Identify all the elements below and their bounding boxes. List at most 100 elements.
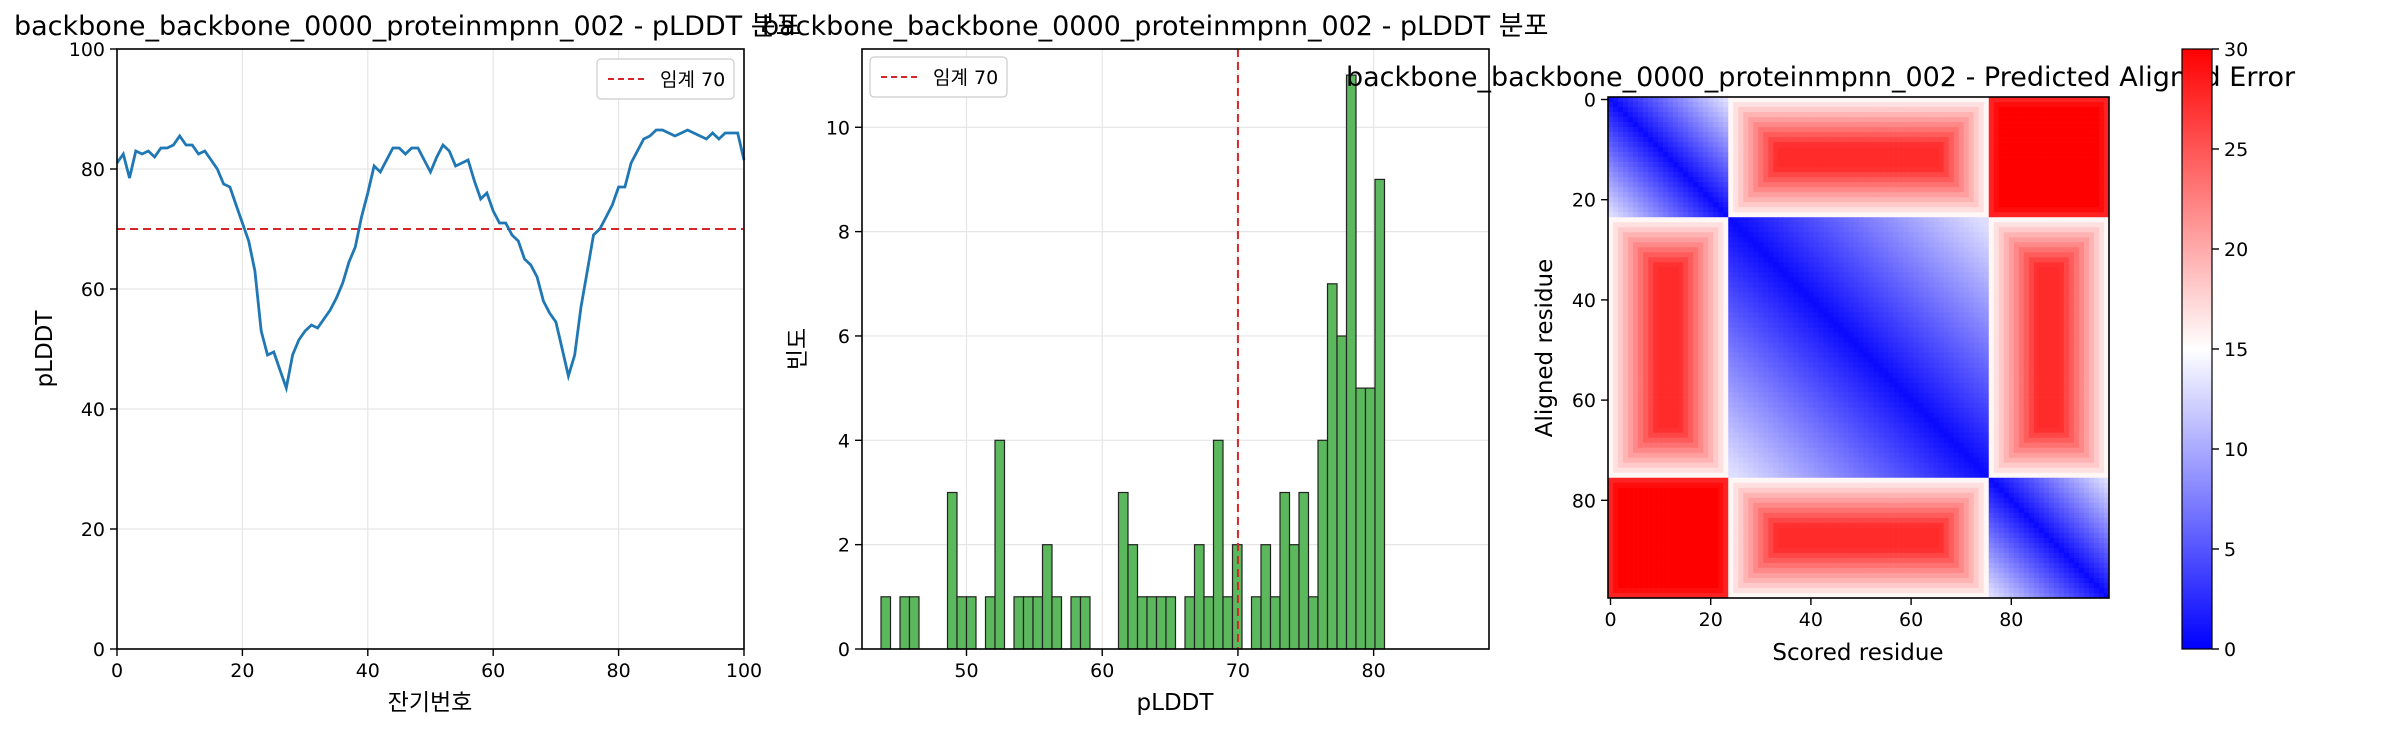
heatmap-cell <box>1683 222 1689 228</box>
histogram-bar <box>1222 596 1234 650</box>
heatmap-cell <box>1913 102 1919 108</box>
heatmap-cell <box>1663 177 1669 183</box>
heatmap-cell <box>1793 332 1799 338</box>
heatmap-cell <box>1863 127 1869 133</box>
heatmap-cell <box>1808 212 1814 218</box>
heatmap-cell <box>1658 137 1664 143</box>
heatmap-cell <box>1818 152 1824 158</box>
heatmap-cell <box>1878 107 1884 113</box>
heatmap-cell <box>1658 122 1664 128</box>
heatmap-cell <box>1968 312 1975 318</box>
heatmap-cell <box>1923 137 1929 143</box>
heatmap-cell <box>2058 262 2065 268</box>
heatmap-cell <box>1928 152 1934 158</box>
heatmap-cell <box>1678 257 1684 263</box>
heatmap-cell <box>1943 317 1950 323</box>
heatmap-cell <box>2068 292 2075 298</box>
heatmap-cell <box>1838 112 1844 118</box>
heatmap-cell <box>2083 202 2090 208</box>
heatmap-cell <box>1693 247 1699 253</box>
heatmap-cell <box>1798 247 1804 253</box>
heatmap-cell <box>1848 147 1854 153</box>
heatmap-cell <box>1793 257 1799 263</box>
heatmap-cell <box>2068 272 2075 278</box>
heatmap-cell <box>2028 247 2035 253</box>
heatmap-cell <box>1643 202 1649 208</box>
heatmap-cell <box>1938 272 1945 278</box>
heatmap-cell <box>2088 262 2095 268</box>
histogram-bar <box>1184 596 1196 650</box>
heatmap-cell <box>2003 172 2010 178</box>
heatmap-cell <box>1723 297 1729 303</box>
heatmap-cell <box>1933 192 1940 198</box>
heatmap-cell <box>1818 127 1824 133</box>
heatmap-cell <box>1863 287 1869 293</box>
heatmap-cell <box>1748 222 1754 228</box>
heatmap-cell <box>1928 317 1934 323</box>
heatmap-cell <box>1893 257 1899 263</box>
heatmap-cell <box>1923 197 1929 203</box>
heatmap-cell <box>2008 177 2015 183</box>
heatmap-cell <box>1943 192 1950 198</box>
heatmap-cell <box>1818 257 1824 263</box>
heatmap-cell <box>1618 257 1624 263</box>
heatmap-cell <box>1938 182 1945 188</box>
heatmap-cell <box>1823 182 1829 188</box>
heatmap-cell <box>1973 122 1980 128</box>
heatmap-cell <box>1858 127 1864 133</box>
heatmap-cell <box>1963 317 1970 323</box>
heatmap-cell <box>1733 137 1739 143</box>
heatmap-cell <box>1648 207 1654 213</box>
legend-label: 임계 70 <box>660 69 725 91</box>
heatmap-cell <box>1898 242 1904 248</box>
heatmap-cell <box>1908 282 1914 288</box>
heatmap-cell <box>1908 157 1914 163</box>
heatmap-cell <box>2103 252 2110 258</box>
heatmap-cell <box>2008 187 2015 193</box>
heatmap-cell <box>1698 112 1704 118</box>
heatmap-cell <box>1638 237 1644 243</box>
heatmap-cell <box>2018 197 2025 203</box>
heatmap-cell <box>1928 132 1934 138</box>
heatmap-cell <box>1683 157 1689 163</box>
heatmap-cell <box>1943 312 1950 318</box>
heatmap-cell <box>2073 137 2080 143</box>
heatmap-cell <box>1798 242 1804 248</box>
heatmap-cell <box>1808 242 1814 248</box>
heatmap-cell <box>1608 117 1614 123</box>
heatmap-cell <box>1873 177 1879 183</box>
heatmap-cell <box>2018 132 2025 138</box>
heatmap-cell <box>2008 207 2015 213</box>
heatmap-cell <box>1918 177 1924 183</box>
heatmap-cell <box>1613 192 1619 198</box>
heatmap-cell <box>2073 192 2080 198</box>
heatmap-cell <box>1948 112 1955 118</box>
heatmap-cell <box>1823 212 1829 218</box>
heatmap-cell <box>1793 322 1799 328</box>
heatmap-cell <box>2043 287 2050 293</box>
heatmap-cell <box>1623 282 1629 288</box>
heatmap-cell <box>1848 237 1854 243</box>
heatmap-cell <box>1908 197 1914 203</box>
heatmap-cell <box>1688 187 1694 193</box>
heatmap-cell <box>1998 252 2005 258</box>
heatmap-cell <box>1983 162 1990 168</box>
heatmap-cell <box>1668 277 1674 283</box>
heatmap-cell <box>1983 122 1990 128</box>
heatmap-cell <box>1833 122 1839 128</box>
heatmap-cell <box>1993 317 2000 323</box>
heatmap-cell <box>2058 317 2065 323</box>
heatmap-cell <box>1948 132 1955 138</box>
heatmap-cell <box>1798 132 1804 138</box>
heatmap-cell <box>1958 157 1965 163</box>
heatmap-cell <box>1798 297 1804 303</box>
heatmap-cell <box>1783 102 1789 108</box>
heatmap-cell <box>1643 262 1649 268</box>
histogram-bar <box>1355 387 1367 650</box>
heatmap-cell <box>1933 172 1940 178</box>
heatmap-cell <box>2003 232 2010 238</box>
heatmap-cell <box>1758 232 1764 238</box>
heatmap-cell <box>1843 142 1849 148</box>
heatmap-cell <box>1788 312 1794 318</box>
heatmap-cell <box>1613 112 1619 118</box>
